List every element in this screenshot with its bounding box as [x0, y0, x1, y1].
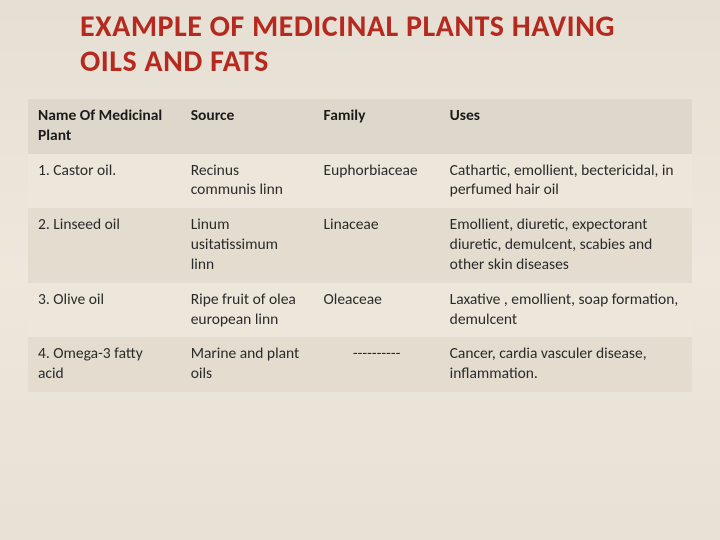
cell-name: 2. Linseed oil: [28, 208, 181, 282]
cell-source: Marine and plant oils: [181, 337, 314, 392]
col-header-family: Family: [314, 99, 440, 154]
table-container: Name Of Medicinal Plant Source Family Us…: [0, 99, 720, 392]
table-row: 3. Olive oil Ripe fruit of olea european…: [28, 283, 692, 338]
cell-family: Oleaceae: [314, 283, 440, 338]
page-title: EXAMPLE OF MEDICINAL PLANTS HAVING OILS …: [0, 0, 720, 99]
cell-source: Ripe fruit of olea european linn: [181, 283, 314, 338]
cell-family: ----------: [314, 337, 440, 392]
table-row: 4. Omega-3 fatty acid Marine and plant o…: [28, 337, 692, 392]
col-header-source: Source: [181, 99, 314, 154]
table-row: 1. Castor oil. Recinus communis linn Eup…: [28, 154, 692, 209]
table-row: 2. Linseed oil Linum usitatissimum linn …: [28, 208, 692, 282]
cell-source: Linum usitatissimum linn: [181, 208, 314, 282]
plants-table: Name Of Medicinal Plant Source Family Us…: [28, 99, 692, 392]
cell-uses: Cancer, cardia vasculer disease, inflamm…: [440, 337, 692, 392]
cell-uses: Laxative , emollient, soap formation, de…: [440, 283, 692, 338]
cell-name: 1. Castor oil.: [28, 154, 181, 209]
cell-uses: Emollient, diuretic, expectorant diureti…: [440, 208, 692, 282]
slide-page: EXAMPLE OF MEDICINAL PLANTS HAVING OILS …: [0, 0, 720, 540]
cell-family: Euphorbiaceae: [314, 154, 440, 209]
cell-uses: Cathartic, emollient, bectericidal, in p…: [440, 154, 692, 209]
cell-name: 4. Omega-3 fatty acid: [28, 337, 181, 392]
cell-source: Recinus communis linn: [181, 154, 314, 209]
col-header-uses: Uses: [440, 99, 692, 154]
cell-family: Linaceae: [314, 208, 440, 282]
table-header-row: Name Of Medicinal Plant Source Family Us…: [28, 99, 692, 154]
cell-name: 3. Olive oil: [28, 283, 181, 338]
col-header-name: Name Of Medicinal Plant: [28, 99, 181, 154]
